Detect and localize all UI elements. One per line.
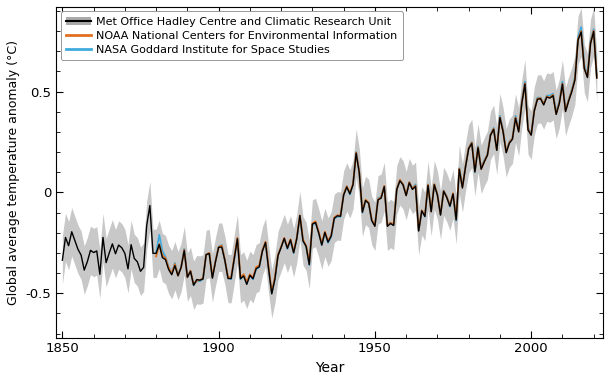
Legend: Met Office Hadley Centre and Climatic Research Unit, NOAA National Centers for E: Met Office Hadley Centre and Climatic Re…: [60, 11, 403, 60]
X-axis label: Year: Year: [315, 361, 344, 375]
Y-axis label: Global average temperature anomaly (°C): Global average temperature anomaly (°C): [7, 40, 20, 305]
